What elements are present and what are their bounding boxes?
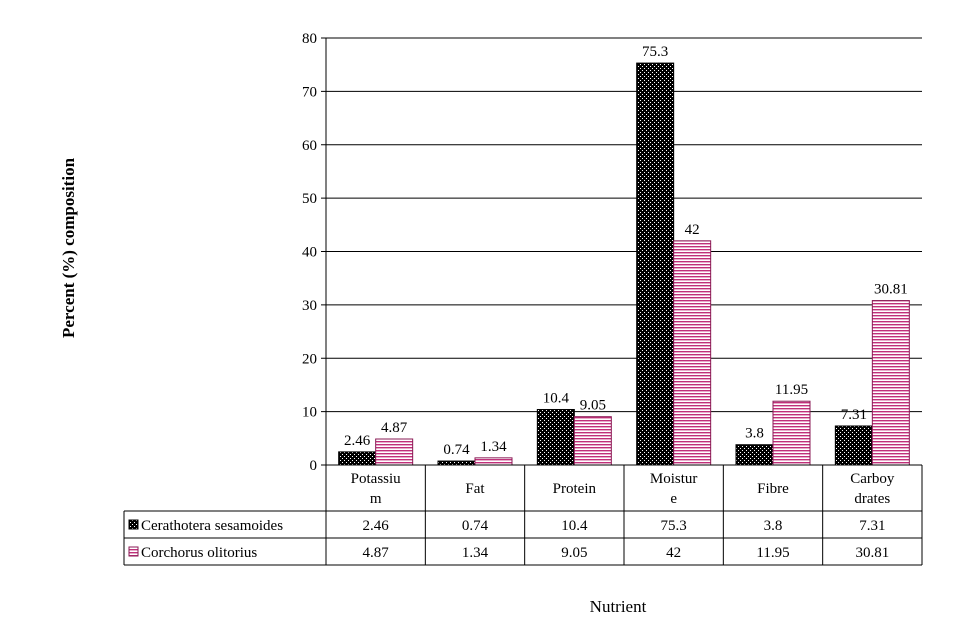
y-tick-label: 30 [302,298,317,314]
data-label: 11.95 [775,382,808,398]
data-label: 10.4 [543,390,570,406]
category-label: Potassiu [351,471,402,487]
table-cell: 4.87 [363,545,390,561]
bar [536,408,575,466]
bar [735,444,774,466]
x-axis-label: Nutrient [590,597,647,616]
table-cell: 3.8 [764,518,783,534]
bar [834,425,873,466]
category-label: Carboy [850,471,895,487]
table-cell: 7.31 [859,518,885,534]
bar [375,438,414,466]
category-label: drates [854,491,890,507]
y-tick-label: 60 [302,138,317,154]
table-cell: 10.4 [561,518,588,534]
category-label: m [370,491,382,507]
data-label: 1.34 [480,439,507,455]
data-label: 3.8 [745,426,764,442]
y-axis-label: Percent (%) composition [59,157,78,338]
data-label: 0.74 [443,442,470,458]
bar [772,400,811,466]
gridlines [326,37,922,466]
data-label: 7.31 [841,407,867,423]
y-tick-label: 50 [302,191,317,207]
legend-swatch [128,519,139,530]
data-label: 75.3 [642,44,668,60]
bar [673,240,712,466]
y-axis-ticks: 0 10 20 30 40 50 60 70 80 [302,31,326,474]
data-label: 4.87 [381,420,408,436]
y-tick-label: 0 [310,458,318,474]
table-cell: 75.3 [661,518,687,534]
series-name: Corchorus olitorius [141,545,257,561]
table-cell: 11.95 [756,545,789,561]
data-label: 30.81 [874,282,908,298]
table-cell: 2.46 [363,518,390,534]
y-tick-label: 20 [302,351,317,367]
y-tick-label: 40 [302,245,317,261]
category-label: Moistur [650,471,698,487]
bar [636,62,675,466]
bar [871,300,910,466]
data-table: Potassiu m Fat Protein Moistur e Fibre Carboy dr… [123,464,923,566]
category-label: Protein [553,481,597,497]
series-name: Cerathotera sesamoides [141,518,283,534]
table-cell: 42 [666,545,681,561]
data-label: 2.46 [344,433,371,449]
y-tick-label: 70 [302,84,317,100]
data-label: 9.05 [580,398,606,414]
legend-swatch [128,546,139,557]
bar [338,451,377,466]
table-cell: 0.74 [462,518,489,534]
bar [437,460,476,466]
category-label: e [670,491,677,507]
bar [573,416,612,466]
y-tick-label: 80 [302,31,317,47]
category-label: Fat [465,481,485,497]
data-labels: 2.46 0.74 10.4 75.3 3.8 7.31 4.87 1.34 9.05 42 11.… [344,44,908,458]
table-cell: 9.05 [561,545,587,561]
table-cell: 30.81 [855,545,889,561]
data-label: 42 [685,222,700,238]
table-cell: 1.34 [462,545,489,561]
bars [338,62,910,466]
bar [474,457,513,466]
category-label: Fibre [757,481,789,497]
y-tick-label: 10 [302,405,317,421]
